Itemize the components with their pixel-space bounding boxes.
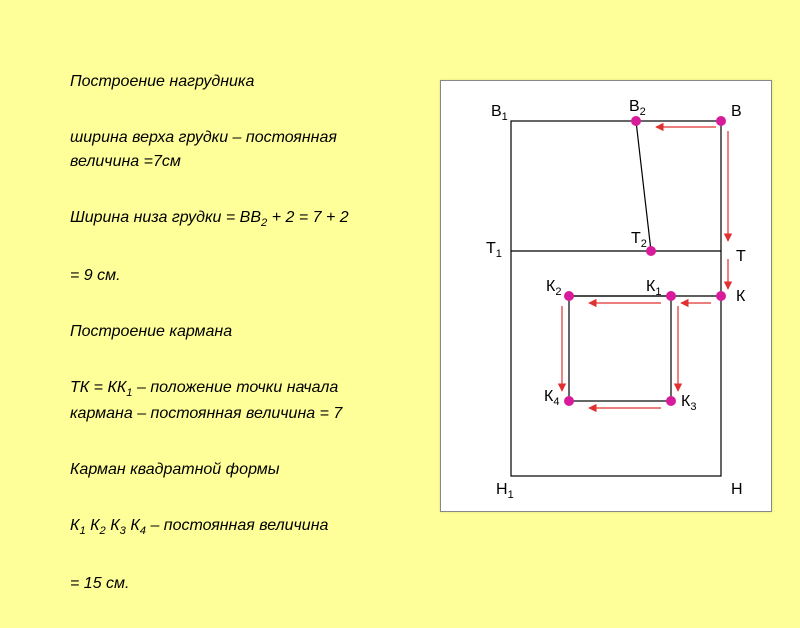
instruction-text: Построение нагрудника ширина верха грудк… — [70, 70, 400, 628]
label-K3: К3 — [681, 393, 696, 413]
label-K4: К4 — [544, 388, 559, 408]
label-B1: В1 — [491, 103, 508, 123]
pocket-rect — [569, 296, 671, 401]
point-B — [716, 116, 726, 126]
point-K2 — [564, 291, 574, 301]
heading-square-pocket: Карман квадратной формы — [70, 458, 400, 482]
line-width-top: ширина верха грудки – постоянная величин… — [70, 126, 400, 174]
label-H: Н — [731, 481, 743, 498]
label-K1: К1 — [646, 278, 661, 298]
outline-rect — [511, 121, 721, 476]
label-K: К — [736, 288, 746, 305]
point-T2 — [646, 246, 656, 256]
label-T2: Т2 — [631, 230, 647, 250]
point-K1 — [666, 291, 676, 301]
label-H1: Н1 — [496, 481, 514, 501]
line-square-value: = 15 см. — [70, 572, 400, 596]
line-width-bottom: Ширина низа грудки = ВВ2 + 2 = 7 + 2 — [70, 206, 400, 232]
label-T: Т — [736, 248, 746, 265]
line-pocket-start: ТК = КК1 – положение точки начала карман… — [70, 376, 400, 426]
point-K4 — [564, 396, 574, 406]
page-root: Построение нагрудника ширина верха грудк… — [0, 0, 800, 600]
label-T1: Т1 — [486, 240, 502, 260]
label-B2: В2 — [629, 98, 646, 118]
line-width-bottom-result: = 9 см. — [70, 264, 400, 288]
heading-bib: Построение нагрудника — [70, 70, 400, 94]
label-B: В — [731, 103, 742, 120]
point-K — [716, 291, 726, 301]
point-K3 — [666, 396, 676, 406]
line-square-const: К1 К2 К3 К4 – постоянная величина — [70, 514, 400, 540]
diagram-svg: В1 В2 В Т1 Т2 Т К2 К1 К К4 К3 Н1 Н — [441, 81, 771, 511]
heading-pocket: Построение кармана — [70, 320, 400, 344]
label-K2: К2 — [546, 278, 561, 298]
pattern-diagram: В1 В2 В Т1 Т2 Т К2 К1 К К4 К3 Н1 Н — [440, 80, 772, 512]
